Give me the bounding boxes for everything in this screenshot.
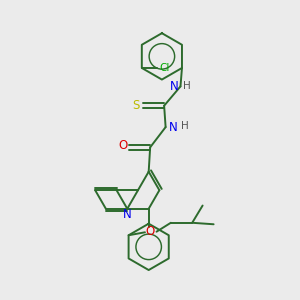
Text: N: N xyxy=(169,121,177,134)
Text: O: O xyxy=(146,225,154,238)
Text: O: O xyxy=(119,139,128,152)
Text: H: H xyxy=(183,80,191,91)
Text: S: S xyxy=(133,99,140,112)
Text: H: H xyxy=(181,121,189,131)
Text: N: N xyxy=(123,208,132,220)
Text: N: N xyxy=(169,80,178,93)
Text: Cl: Cl xyxy=(160,63,170,73)
